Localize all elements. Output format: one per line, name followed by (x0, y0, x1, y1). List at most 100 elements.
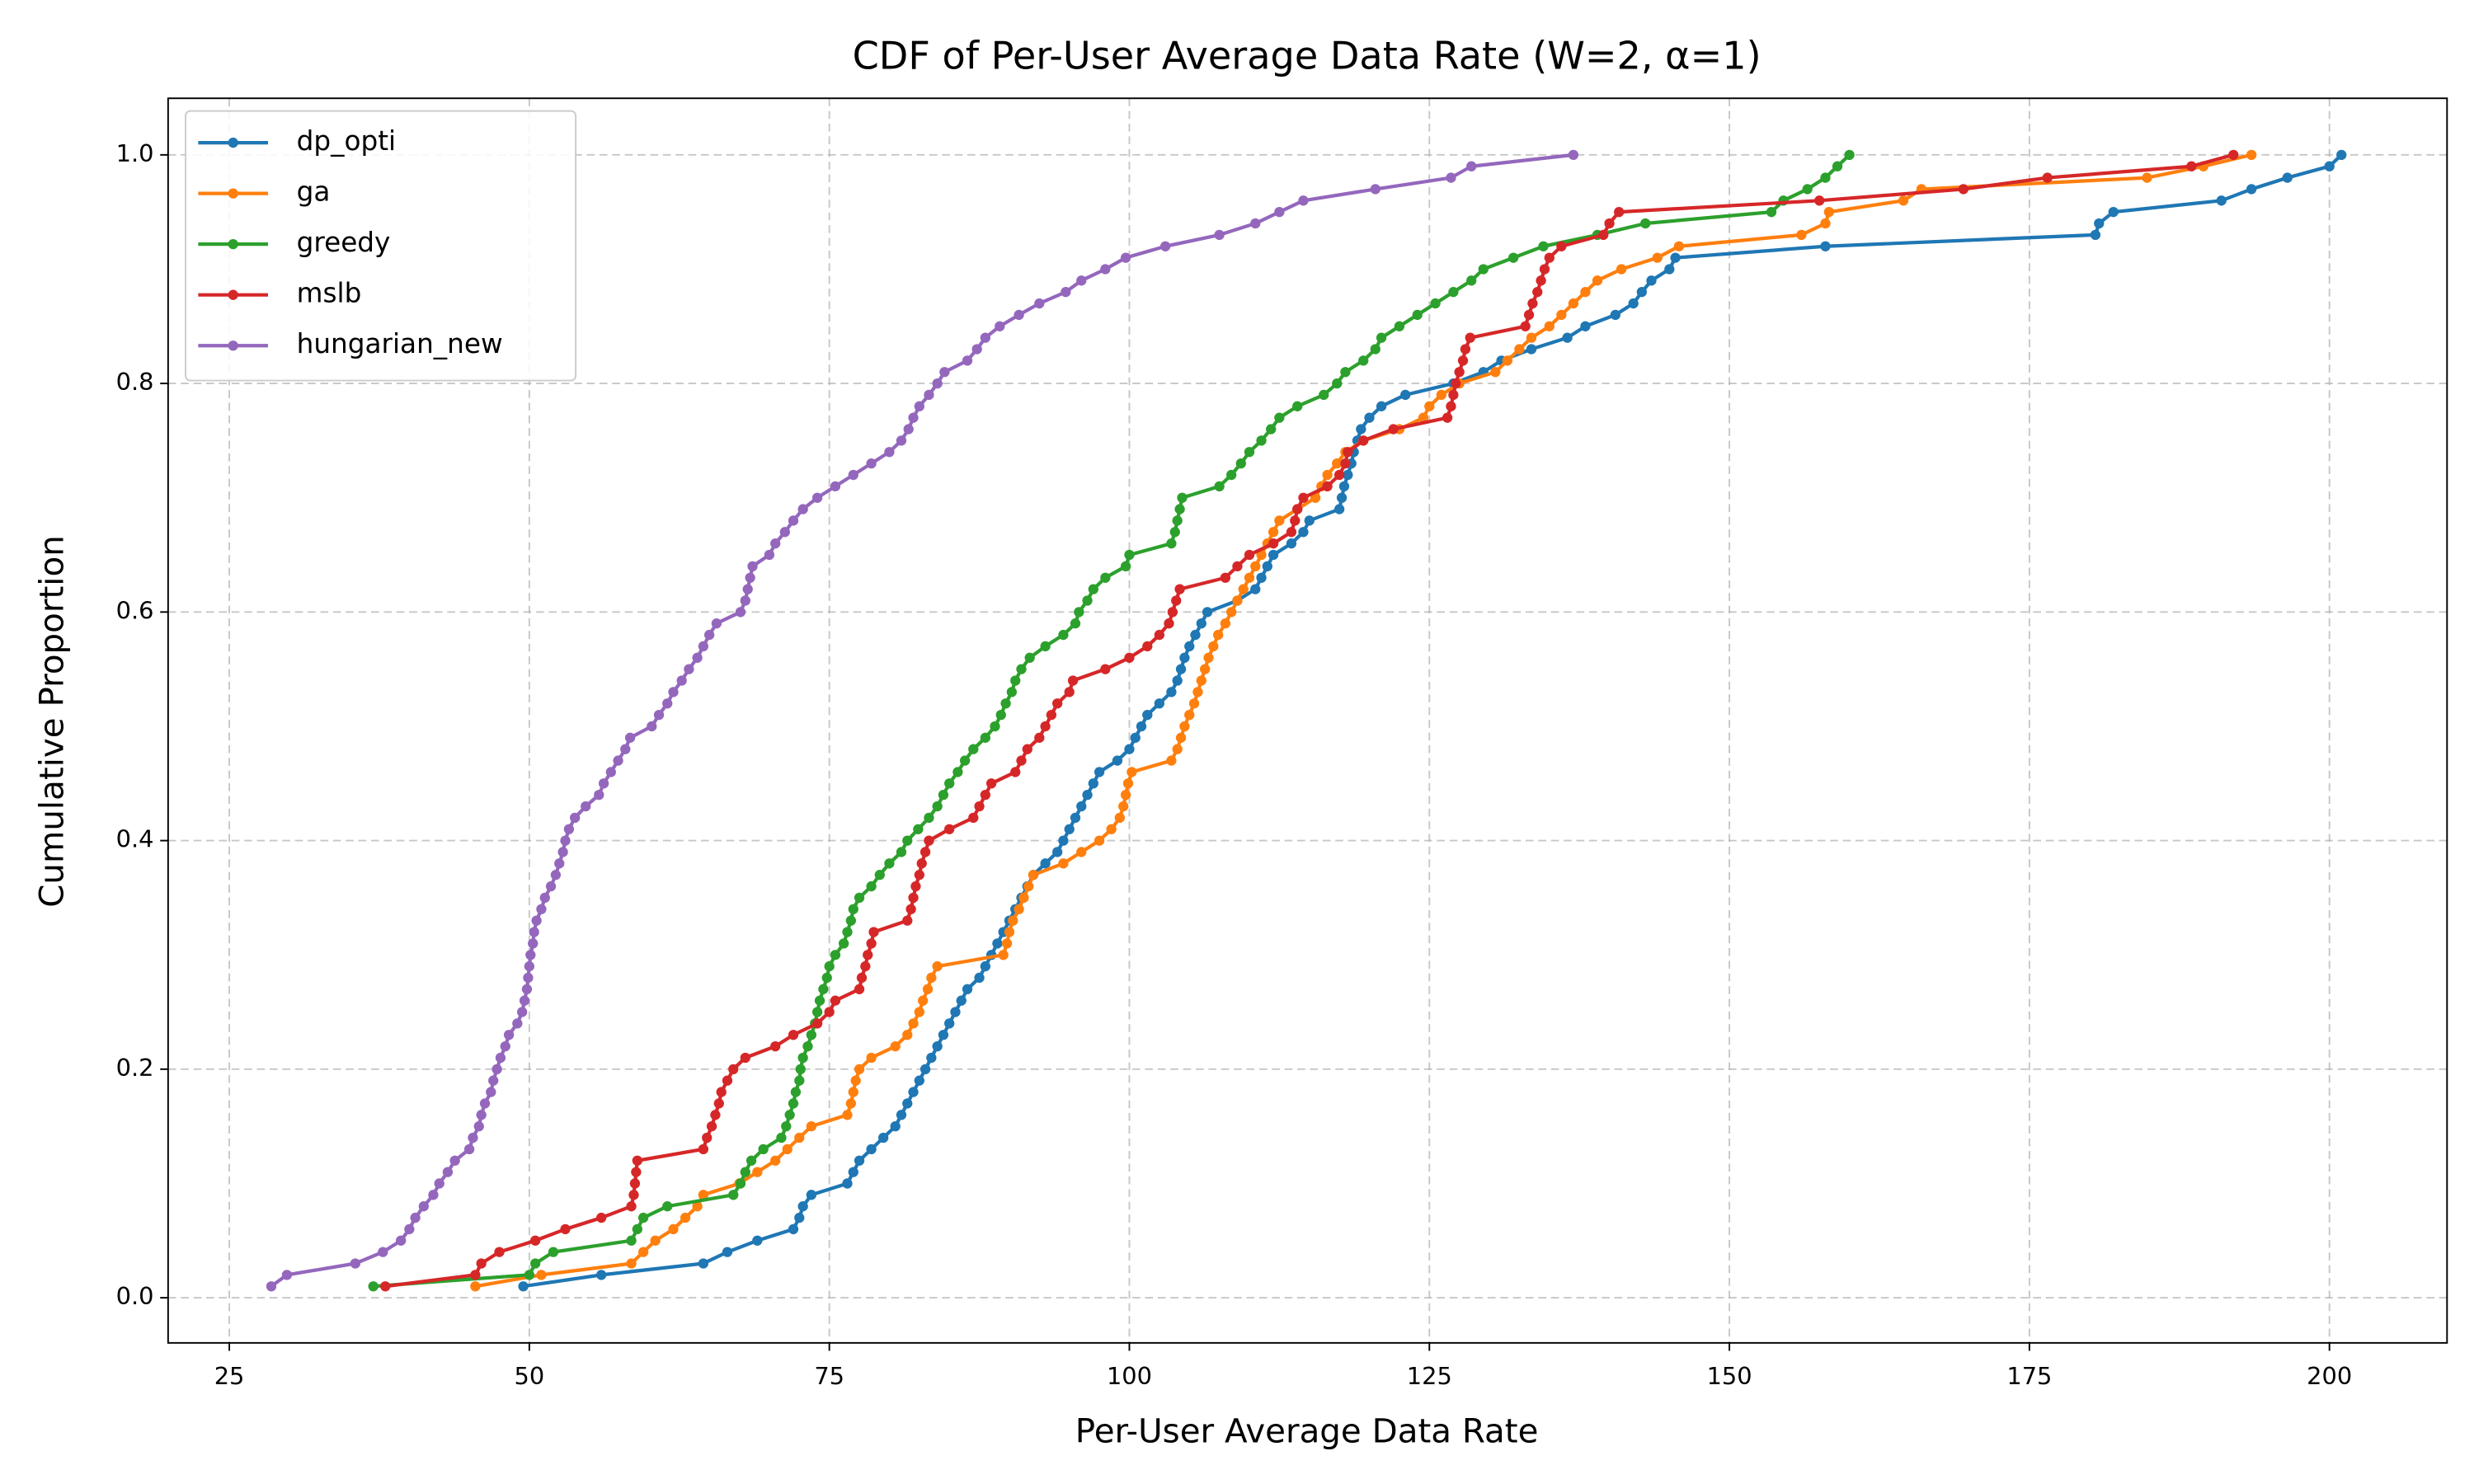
data-point (1298, 492, 1309, 503)
data-point (842, 927, 853, 937)
data-point (539, 892, 550, 904)
data-point (1076, 847, 1087, 857)
data-point (1120, 789, 1131, 801)
data-point (1343, 469, 1353, 481)
data-point (1262, 561, 1272, 572)
data-point (529, 1235, 541, 1246)
data-point (1448, 389, 1459, 401)
data-point (1130, 732, 1141, 743)
x-tick-label: 50 (515, 1362, 545, 1390)
data-point (913, 824, 924, 834)
data-point (806, 1120, 816, 1132)
data-point (797, 1052, 808, 1064)
data-point (1142, 641, 1153, 652)
x-tick-label: 125 (1407, 1362, 1452, 1390)
data-point (1266, 424, 1277, 434)
data-point (1244, 447, 1255, 458)
data-point (1336, 492, 1348, 503)
data-point (924, 389, 934, 401)
data-point (902, 835, 913, 846)
data-point (1220, 618, 1231, 629)
series-line (373, 153, 1851, 1289)
data-point (1154, 698, 1165, 709)
data-point (896, 847, 907, 857)
data-point (924, 835, 934, 846)
data-point (1286, 527, 1297, 538)
data-point (742, 584, 753, 594)
data-point (1507, 252, 1519, 263)
data-point (1004, 927, 1015, 937)
data-point (626, 1235, 637, 1246)
x-tick-label: 175 (2006, 1362, 2052, 1390)
data-point (525, 950, 536, 960)
data-point (740, 1167, 750, 1177)
data-point (938, 1030, 949, 1040)
data-point (910, 881, 921, 892)
data-point (1340, 458, 1351, 469)
data-point (628, 1190, 639, 1200)
data-point (992, 938, 1003, 949)
data-point (985, 778, 997, 789)
data-point (782, 1144, 793, 1155)
data-point (1001, 938, 1013, 949)
data-point (914, 401, 924, 411)
data-point (1174, 584, 1185, 594)
data-point (728, 1064, 739, 1074)
data-point (1010, 767, 1021, 777)
data-point (980, 960, 991, 972)
data-point (1214, 481, 1225, 492)
data-point (1136, 721, 1147, 732)
data-point (698, 641, 709, 652)
data-point (2042, 172, 2053, 183)
data-point (1580, 321, 1591, 331)
data-point (797, 1201, 808, 1212)
data-point (884, 447, 895, 458)
data-point (959, 755, 971, 766)
data-point (1319, 389, 1329, 401)
data-point (995, 321, 1005, 331)
data-point (1536, 275, 1546, 286)
data-point (1164, 618, 1174, 629)
data-point (476, 1258, 487, 1269)
data-point (1814, 195, 1825, 206)
data-point (528, 938, 539, 949)
data-point (2246, 184, 2257, 195)
data-point (1226, 607, 1237, 618)
data-point (1034, 732, 1045, 743)
data-point (1304, 515, 1315, 526)
data-point (620, 744, 631, 754)
data-point (1232, 561, 1243, 572)
data-point (1580, 287, 1591, 298)
data-point (811, 492, 823, 503)
data-point (350, 1258, 361, 1269)
data-point (788, 1098, 799, 1109)
data-point (1802, 184, 1813, 195)
data-point (944, 1018, 955, 1029)
data-point (770, 1155, 781, 1166)
data-point (613, 755, 623, 766)
data-point (1070, 618, 1081, 629)
data-point (918, 995, 929, 1006)
data-point (1532, 287, 1543, 298)
data-point (1235, 458, 1246, 469)
data-point (866, 1052, 877, 1064)
data-point (1832, 161, 1843, 171)
data-point (1400, 389, 1411, 401)
data-point (1008, 915, 1018, 926)
data-point (581, 801, 591, 812)
data-point (1022, 744, 1032, 754)
data-point (814, 995, 825, 1006)
data-point (550, 870, 562, 881)
data-point (896, 1110, 907, 1120)
legend-label: ga (297, 176, 331, 208)
data-point (863, 950, 873, 960)
data-point (631, 1167, 642, 1177)
data-point (1670, 252, 1681, 263)
data-point (1268, 538, 1279, 549)
data-point (1067, 675, 1079, 686)
data-point (545, 881, 557, 892)
data-point (932, 1040, 943, 1052)
data-point (974, 801, 985, 812)
legend-marker (228, 188, 238, 199)
data-point (1126, 767, 1137, 777)
